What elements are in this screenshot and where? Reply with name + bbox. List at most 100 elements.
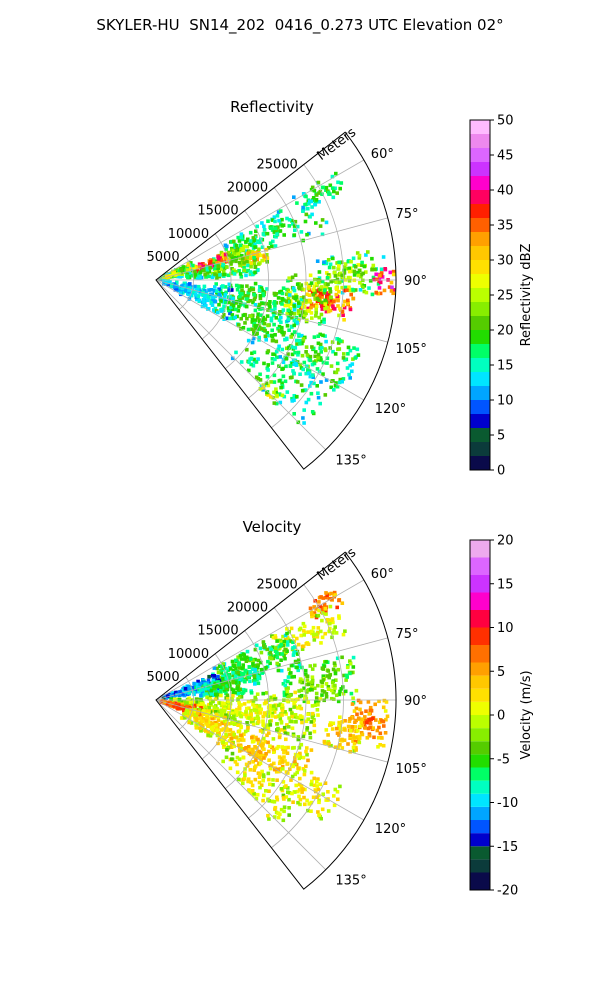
radar-gate	[228, 728, 233, 732]
radar-gate	[319, 816, 323, 821]
radar-gate	[218, 701, 222, 705]
radar-gate	[380, 736, 384, 740]
radar-gate	[228, 701, 233, 706]
radar-gate	[318, 287, 322, 292]
radar-gate	[296, 309, 301, 313]
radar-gate	[320, 684, 324, 689]
radar-gate	[261, 723, 266, 728]
radar-gate	[268, 719, 272, 724]
radar-gate	[313, 788, 318, 792]
azimuth-gridline	[155, 699, 388, 763]
radar-gate	[261, 232, 266, 236]
radar-gate	[236, 309, 241, 313]
colorbar-tick-label: 40	[497, 184, 514, 199]
radar-gate	[308, 384, 312, 388]
radar-gate	[239, 733, 243, 737]
radar-gate	[178, 291, 183, 295]
radar-gate	[298, 372, 302, 376]
radar-gate	[312, 361, 317, 366]
radar-gate	[324, 339, 328, 344]
radar-gate	[315, 708, 320, 712]
radar-gate	[230, 296, 235, 301]
radar-gate	[279, 658, 283, 662]
radar-gate	[292, 304, 296, 308]
radar-gate	[291, 286, 296, 291]
radar-gate	[331, 195, 336, 200]
radar-gate	[285, 337, 289, 341]
radar-gate	[348, 376, 352, 380]
radar-gate	[348, 733, 352, 738]
radar-gate	[309, 305, 313, 310]
radar-gate	[309, 311, 314, 315]
radar-gate	[374, 291, 378, 295]
radar-gate	[320, 666, 325, 670]
radar-gate	[204, 690, 209, 695]
radar-gate	[231, 668, 236, 673]
radar-gate	[238, 666, 242, 670]
radar-gate	[304, 719, 309, 724]
radar-gate	[303, 802, 307, 807]
radar-gate	[244, 746, 248, 750]
radar-gate	[260, 245, 265, 249]
radar-gate	[247, 665, 252, 669]
radar-gate	[306, 630, 311, 634]
radar-gate	[325, 276, 330, 280]
radar-gate	[270, 711, 275, 716]
radar-gate	[227, 286, 232, 291]
radar-gate	[173, 283, 177, 288]
radar-gate	[258, 646, 263, 651]
radar-gate	[316, 683, 320, 688]
radar-gate	[304, 298, 308, 303]
radar-gate	[334, 280, 338, 284]
radar-gate	[258, 750, 263, 755]
radar-gate	[358, 707, 362, 712]
radar-gate	[285, 346, 289, 351]
radar-gate	[306, 397, 311, 402]
radar-gate	[272, 230, 277, 234]
radar-gate	[326, 687, 331, 691]
radar-gate	[271, 310, 276, 315]
radar-gate	[255, 746, 259, 750]
radar-gate	[232, 732, 236, 737]
radar-gate	[201, 297, 206, 302]
radar-gate	[247, 253, 251, 258]
radar-gate	[180, 702, 185, 707]
radar-gate	[372, 735, 376, 740]
radar-gate	[200, 268, 205, 273]
radar-gate	[199, 729, 203, 733]
radar-gate	[257, 319, 262, 324]
radar-gate	[304, 345, 309, 349]
radar-gate	[242, 263, 246, 268]
radar-gate	[230, 659, 235, 664]
radar-gate	[287, 224, 292, 228]
radar-gate	[280, 703, 285, 707]
radar-gate	[246, 779, 250, 784]
radar-gate	[313, 297, 317, 301]
radar-gate	[264, 665, 268, 670]
radar-gate	[351, 288, 355, 292]
radar-gate	[229, 305, 233, 310]
radar-gate	[261, 318, 265, 323]
radar-gate	[290, 375, 294, 380]
radar-gate	[294, 295, 299, 299]
radar-gate	[211, 699, 215, 704]
radar-gate	[256, 681, 261, 686]
radar-gate	[245, 728, 250, 733]
radar-gate	[280, 330, 285, 335]
radar-gate	[239, 714, 244, 719]
radar-gate	[240, 284, 244, 289]
radar-gate	[320, 192, 324, 196]
radar-gate	[218, 267, 223, 271]
radar-gate	[333, 593, 337, 597]
radar-gate	[310, 667, 315, 671]
radar-gate	[268, 766, 273, 771]
radar-gate	[253, 281, 258, 286]
radar-gate	[221, 662, 225, 666]
radar-gate	[307, 309, 312, 313]
radar-gate	[268, 650, 273, 655]
radial-tick-label: 10000	[168, 647, 209, 662]
radar-gate	[210, 303, 215, 307]
radar-gate	[319, 641, 323, 645]
radar-gate	[342, 288, 347, 293]
